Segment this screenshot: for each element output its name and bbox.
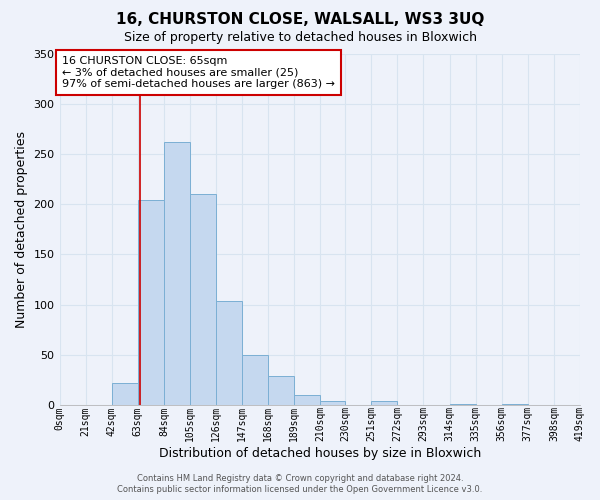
- Y-axis label: Number of detached properties: Number of detached properties: [15, 131, 28, 328]
- Bar: [502, 404, 528, 405]
- Bar: [112, 383, 138, 405]
- Bar: [216, 300, 242, 405]
- Text: Size of property relative to detached houses in Bloxwich: Size of property relative to detached ho…: [124, 31, 476, 44]
- Bar: [242, 354, 268, 405]
- Text: 16, CHURSTON CLOSE, WALSALL, WS3 3UQ: 16, CHURSTON CLOSE, WALSALL, WS3 3UQ: [116, 12, 484, 28]
- Bar: [320, 401, 345, 405]
- Bar: [295, 395, 320, 405]
- X-axis label: Distribution of detached houses by size in Bloxwich: Distribution of detached houses by size …: [158, 447, 481, 460]
- Bar: [268, 376, 295, 405]
- Bar: [190, 194, 216, 405]
- Bar: [371, 401, 397, 405]
- Bar: [138, 200, 164, 405]
- Text: Contains HM Land Registry data © Crown copyright and database right 2024.
Contai: Contains HM Land Registry data © Crown c…: [118, 474, 482, 494]
- Bar: [449, 404, 476, 405]
- Bar: [164, 142, 190, 405]
- Text: 16 CHURSTON CLOSE: 65sqm
← 3% of detached houses are smaller (25)
97% of semi-de: 16 CHURSTON CLOSE: 65sqm ← 3% of detache…: [62, 56, 335, 89]
